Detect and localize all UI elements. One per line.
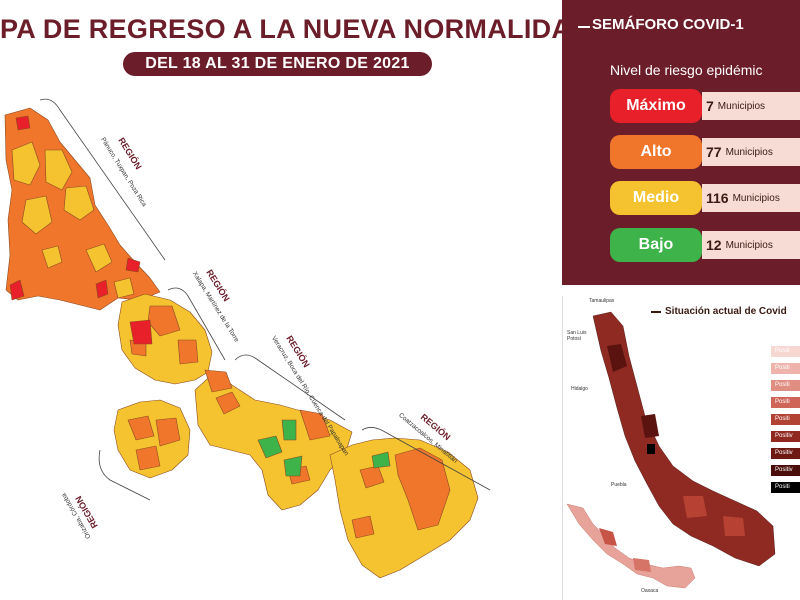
count-unit: Municipios	[725, 239, 773, 251]
count-unit: Municipios	[717, 100, 766, 112]
legend-row: Positi	[771, 397, 800, 408]
risk-pill-maximo: Máximo	[610, 89, 702, 123]
count-unit: Municipios	[732, 192, 780, 204]
risk-pill-alto: Alto	[610, 135, 702, 169]
title-rule	[578, 26, 590, 28]
orizaba-orange-a	[127, 415, 155, 441]
legend-row: Positiv	[771, 465, 800, 476]
risk-row-alto: Alto 77 Municipios	[610, 135, 800, 169]
risk-pill-medio: Medio	[610, 181, 702, 215]
risk-count-maximo: 7 Municipios	[702, 92, 800, 120]
title-rule	[651, 311, 661, 313]
coatza-green-a	[371, 451, 391, 469]
veracruz-green-b	[281, 419, 297, 441]
north-yellow-f	[85, 243, 113, 273]
orizaba-orange-c	[135, 445, 161, 471]
place-label: Tamaulipas	[589, 298, 615, 304]
risk-row-bajo: Bajo 12 Municipios	[610, 228, 800, 262]
coatza-orange-b	[359, 465, 385, 489]
coatza-orange-c	[351, 515, 375, 539]
semaforo-panel: SEMÁFORO COVID-1 Nivel de riesgo epidémi…	[562, 0, 800, 285]
risk-row-maximo: Máximo 7 Municipios	[610, 89, 800, 123]
north-yellow-e	[41, 245, 63, 269]
count-unit: Municipios	[725, 146, 773, 158]
covid-situation-map	[566, 311, 776, 589]
bracket-xalapa	[167, 287, 226, 361]
north-red-c	[125, 257, 141, 273]
date-range-banner: DEL 18 AL 31 DE ENERO DE 2021	[123, 52, 432, 76]
legend-row: Positi	[771, 380, 800, 391]
semaforo-title: SEMÁFORO COVID-1	[592, 16, 744, 33]
veracruz-green-a	[257, 435, 283, 459]
veracruz-darkest-b	[641, 414, 659, 438]
risk-row-medio: Medio 116 Municipios	[610, 181, 800, 215]
veracruz-black-area	[647, 444, 655, 454]
bracket-north	[39, 98, 166, 261]
count-value: 77	[706, 144, 722, 160]
map-title: PA DE REGRESO A LA NUEVA NORMALIDAD	[0, 14, 592, 44]
legend-row: Positi	[771, 346, 800, 357]
north-yellow-b	[44, 149, 73, 191]
legend-row: Positiv	[771, 448, 800, 459]
veracruz-light-a	[683, 496, 707, 518]
veracruz-orange-a	[204, 369, 233, 393]
place-label: Oaxaca	[641, 588, 659, 594]
risk-pill-bajo: Bajo	[610, 228, 702, 262]
place-label: Hidalgo	[571, 386, 588, 392]
veracruz-risk-map: REGIÓN Pánuco, Tuxpan, Poza Rica REGIÓN …	[4, 98, 491, 579]
risk-count-medio: 116 Municipios	[702, 184, 800, 212]
bracket-veracruz	[234, 354, 346, 421]
count-value: 12	[706, 237, 722, 253]
legend-row: Positi	[771, 414, 800, 425]
xalapa-orange-b	[177, 339, 199, 365]
place-label: Puebla	[611, 482, 627, 488]
north-yellow-c	[21, 195, 53, 235]
veracruz-darkest-a	[607, 344, 627, 372]
veracruz-orange-b	[215, 391, 241, 415]
xalapa-red-a	[129, 319, 153, 345]
legend-row: Positiv	[771, 431, 800, 442]
count-value: 116	[706, 190, 729, 206]
north-yellow-g	[113, 277, 135, 299]
xalapa-orange-a	[147, 305, 181, 337]
veracruz-green-c	[283, 455, 303, 477]
north-red-d	[15, 115, 31, 131]
north-yellow-d	[63, 185, 95, 221]
north-red-a	[9, 279, 25, 301]
veracruz-orange-c	[299, 409, 331, 441]
bracket-orizaba	[98, 449, 151, 501]
veracruz-dark-map	[592, 311, 776, 567]
risk-count-bajo: 12 Municipios	[702, 231, 800, 259]
north-yellow-a	[11, 141, 41, 186]
legend-row: Positi	[771, 363, 800, 374]
mexico-mid-area	[633, 558, 651, 572]
orizaba-orange-b	[155, 417, 181, 447]
bracket-coatza	[361, 427, 491, 491]
coatza-orange-a	[394, 447, 451, 531]
risk-level-caption: Nivel de riesgo epidémic	[610, 62, 763, 78]
situacion-actual-panel: Situación actual de Covid Tamaulipas San…	[562, 296, 800, 600]
count-value: 7	[706, 98, 714, 114]
mexico-dark-area	[599, 528, 617, 546]
place-label: San Luis Potosí	[567, 330, 587, 342]
legend-row: Positi	[771, 482, 800, 493]
risk-count-alto: 77 Municipios	[702, 138, 800, 166]
veracruz-light-b	[723, 516, 745, 536]
north-red-b	[95, 279, 109, 299]
situacion-title: Situación actual de Covid	[665, 306, 787, 317]
